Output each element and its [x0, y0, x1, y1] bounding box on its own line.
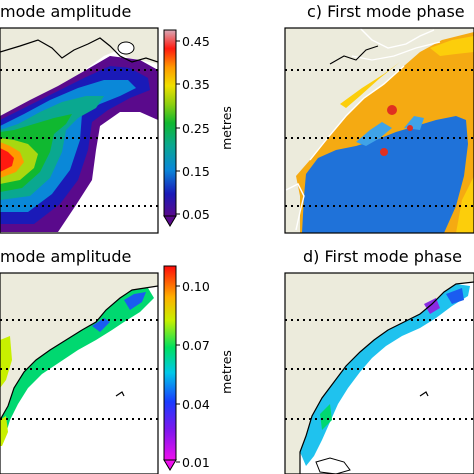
amp-b-green-band	[0, 288, 154, 446]
colorbar-b-extend-arrow	[163, 459, 177, 471]
colorbar-b-unit-label: metres	[219, 350, 234, 394]
panel-d-title: d) First mode phase	[303, 247, 462, 266]
phase-c-yellow-1	[340, 62, 400, 108]
panel-a: mode amplitude	[0, 2, 159, 234]
panel-d-island	[315, 457, 351, 474]
amp-a-red	[0, 148, 14, 172]
panel-b-coastline	[0, 285, 158, 421]
panel-b-frame	[0, 272, 159, 474]
phase-c-amphidrome	[380, 148, 388, 156]
panel-c: c) First mode phase	[284, 2, 474, 234]
colorbar-b-ticks	[176, 285, 180, 463]
panel-b-map	[0, 273, 158, 474]
colorbar-a-tick-label: 0.15	[182, 164, 210, 179]
colorbar-b-tick-label: 0.07	[182, 338, 210, 353]
colorbar-b-tick-label: 0.04	[182, 397, 210, 412]
colorbar-a-unit-label: metres	[219, 106, 234, 150]
panel-d: d) First mode phase	[284, 247, 474, 474]
amp-b-yellow-patch	[0, 336, 12, 388]
panel-a-coastline	[0, 37, 158, 63]
panel-b: mode amplitude	[0, 247, 159, 474]
panel-c-frame	[284, 27, 474, 234]
phase-c-amphidrome	[407, 125, 413, 131]
panel-c-title: c) First mode phase	[307, 2, 465, 21]
panel-a-title: mode amplitude	[0, 2, 131, 21]
phase-c-cyan-1	[356, 122, 392, 146]
panel-d-land	[285, 273, 474, 474]
panel-d-island	[419, 391, 429, 397]
panel-c-coastline	[329, 45, 379, 65]
phase-c-contour	[285, 183, 305, 231]
phase-c-blue	[302, 116, 468, 233]
colorbar-a: 0.45 0.35 0.25 0.15 0.05 metres	[163, 29, 234, 227]
amp-b-blue-patch	[124, 292, 146, 310]
phase-c-yellow-2	[430, 36, 474, 56]
colorbar-b-tick-label: 0.10	[182, 279, 210, 294]
panel-d-map	[285, 273, 474, 474]
colorbar-a-extend-arrow	[163, 215, 177, 227]
phase-c-contour	[351, 41, 441, 61]
amp-b-yellow-patch	[0, 416, 8, 446]
panel-c-map	[285, 28, 474, 233]
phase-d-purple-patch	[424, 298, 440, 314]
colorbar-a-tick-label: 0.35	[182, 77, 210, 92]
colorbar-a-tick-label: 0.25	[182, 121, 210, 136]
panel-a-frame	[0, 27, 159, 234]
phase-c-contour	[359, 28, 435, 49]
amp-b-blue-patch	[92, 318, 110, 332]
colorbar-a-gradient	[163, 29, 177, 217]
panel-d-frame	[284, 272, 474, 474]
panel-a-map	[0, 28, 158, 233]
panel-b-island	[115, 391, 125, 397]
phase-d-blue-patch	[446, 288, 464, 304]
colorbar-a-ticks	[176, 40, 180, 215]
colorbar-a-tick-label: 0.05	[182, 207, 210, 222]
phase-c-contour	[309, 65, 405, 161]
colorbar-b: 0.10 0.07 0.04 0.01 metres	[163, 265, 234, 471]
phase-c-amphidrome	[387, 105, 397, 115]
colorbar-b-tick-label: 0.01	[182, 455, 210, 470]
panel-d-coastline	[299, 281, 474, 474]
panel-b-land	[0, 273, 158, 420]
phase-d-green-patch	[320, 404, 332, 430]
panel-b-title: mode amplitude	[0, 247, 131, 266]
amp-a-island	[117, 41, 135, 55]
colorbar-a-tick-label: 0.45	[182, 34, 210, 49]
phase-c-yellow-3	[456, 176, 474, 233]
colorbar-b-gradient	[163, 265, 177, 461]
